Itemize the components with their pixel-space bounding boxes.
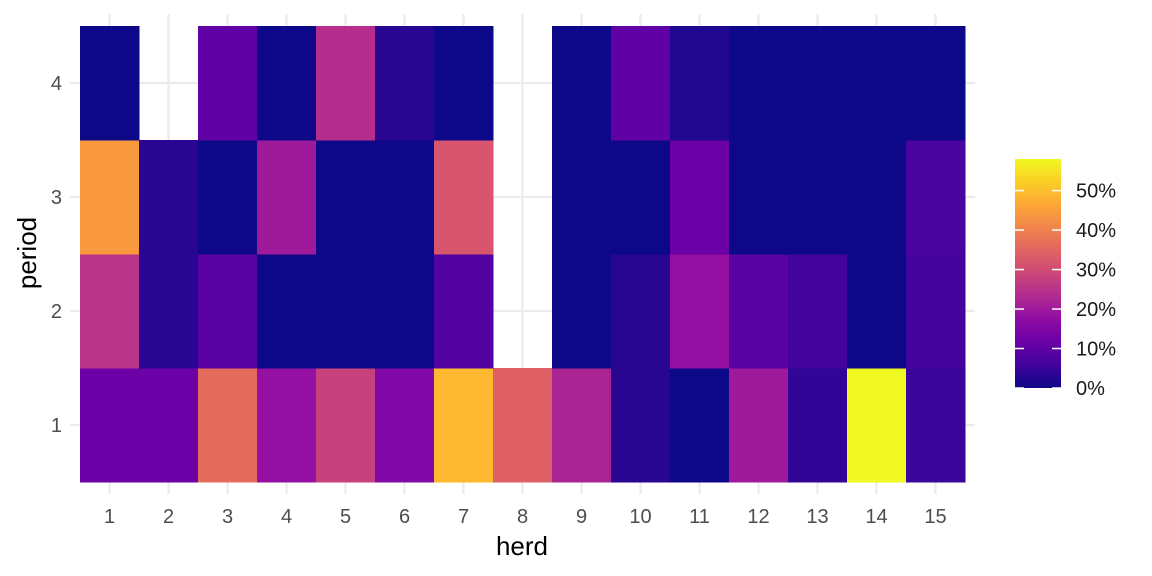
legend-tick-label: 20% xyxy=(1076,299,1116,321)
x-tick-label: 14 xyxy=(865,506,887,528)
heatmap-cell xyxy=(139,368,199,483)
heatmap-cell xyxy=(198,254,258,369)
heatmap-cell xyxy=(552,26,612,141)
legend-tick-label: 40% xyxy=(1076,220,1116,242)
heatmap-cell xyxy=(788,26,848,141)
heatmap-cell xyxy=(198,26,258,141)
heatmap-cell xyxy=(906,140,966,255)
heatmap-cell xyxy=(316,254,376,369)
heatmap-cell xyxy=(611,26,671,141)
heatmap-cell xyxy=(434,26,494,141)
heatmap-cell xyxy=(670,26,730,141)
y-tick-label: 3 xyxy=(51,187,62,209)
x-tick-label: 2 xyxy=(163,506,174,528)
heatmap-cell xyxy=(80,368,140,483)
heatmap-cell xyxy=(670,368,730,483)
legend-colorbar xyxy=(1015,159,1061,388)
heatmap-cell xyxy=(611,254,671,369)
y-tick-label: 4 xyxy=(51,73,62,95)
heatmap-cell xyxy=(847,254,907,369)
heatmap-cell xyxy=(847,26,907,141)
heatmap-cell xyxy=(257,26,317,141)
y-axis-ticks: 1 2 3 4 xyxy=(51,73,62,437)
heatmap-cell xyxy=(906,368,966,483)
heatmap-cell xyxy=(729,254,789,369)
heatmap-cell xyxy=(434,140,494,255)
heatmap-cell xyxy=(788,368,848,483)
heatmap-cell xyxy=(434,254,494,369)
x-tick-label: 7 xyxy=(458,506,469,528)
color-legend: 0% 10% 20% 30% 40% 50% xyxy=(1015,159,1116,400)
heatmap-cells xyxy=(80,26,966,483)
heatmap-cell xyxy=(552,254,612,369)
heatmap-cell xyxy=(729,368,789,483)
heatmap-cell xyxy=(257,140,317,255)
heatmap-cell xyxy=(788,140,848,255)
legend-tick-label: 30% xyxy=(1076,260,1116,282)
x-tick-label: 11 xyxy=(689,506,710,528)
x-tick-label: 4 xyxy=(281,506,292,528)
legend-tick-label: 0% xyxy=(1076,378,1105,400)
heatmap-cell xyxy=(729,140,789,255)
heatmap-cell xyxy=(552,140,612,255)
heatmap-cell xyxy=(375,140,435,255)
heatmap-cell xyxy=(316,26,376,141)
heatmap-cell xyxy=(552,368,612,483)
y-axis-title: period xyxy=(12,217,42,289)
heatmap-cell xyxy=(493,368,553,483)
heatmap-cell xyxy=(316,140,376,255)
heatmap-cell xyxy=(375,368,435,483)
heatmap-cell xyxy=(906,254,966,369)
x-tick-label: 9 xyxy=(576,506,587,528)
y-tick-label: 2 xyxy=(51,301,62,323)
x-axis-ticks: 1 2 3 4 5 6 7 8 9 10 11 12 13 14 15 xyxy=(104,506,947,528)
x-tick-label: 12 xyxy=(747,506,769,528)
heatmap-cell xyxy=(80,140,140,255)
x-tick-label: 13 xyxy=(806,506,828,528)
heatmap-cell xyxy=(198,368,258,483)
x-tick-label: 8 xyxy=(517,506,528,528)
heatmap-cell xyxy=(847,368,907,483)
heatmap-cell xyxy=(906,26,966,141)
heatmap-cell xyxy=(729,26,789,141)
legend-ticks: 0% 10% 20% 30% 40% 50% xyxy=(1015,181,1116,400)
x-tick-label: 10 xyxy=(629,506,651,528)
heatmap-cell xyxy=(198,140,258,255)
heatmap-cell xyxy=(375,254,435,369)
legend-tick-label: 50% xyxy=(1076,181,1116,203)
heatmap-cell xyxy=(670,254,730,369)
x-tick-label: 5 xyxy=(340,506,351,528)
heatmap-cell xyxy=(375,26,435,141)
heatmap-cell xyxy=(257,254,317,369)
heatmap-cell xyxy=(80,26,140,141)
y-tick-label: 1 xyxy=(51,415,62,437)
heatmap-cell xyxy=(80,254,140,369)
heatmap-cell xyxy=(611,140,671,255)
heatmap-cell xyxy=(257,368,317,483)
x-axis-title: herd xyxy=(496,531,548,561)
heatmap-cell xyxy=(316,368,376,483)
heatmap-cell xyxy=(670,140,730,255)
heatmap-cell xyxy=(788,254,848,369)
x-tick-label: 15 xyxy=(924,506,946,528)
heatmap-cell xyxy=(847,140,907,255)
heatmap-cell xyxy=(139,140,199,255)
heatmap-cell xyxy=(611,368,671,483)
x-tick-label: 3 xyxy=(222,506,233,528)
x-tick-label: 1 xyxy=(104,506,115,528)
heatmap-cell xyxy=(139,254,199,369)
legend-tick-label: 10% xyxy=(1076,339,1116,361)
x-tick-label: 6 xyxy=(399,506,410,528)
heatmap-cell xyxy=(434,368,494,483)
